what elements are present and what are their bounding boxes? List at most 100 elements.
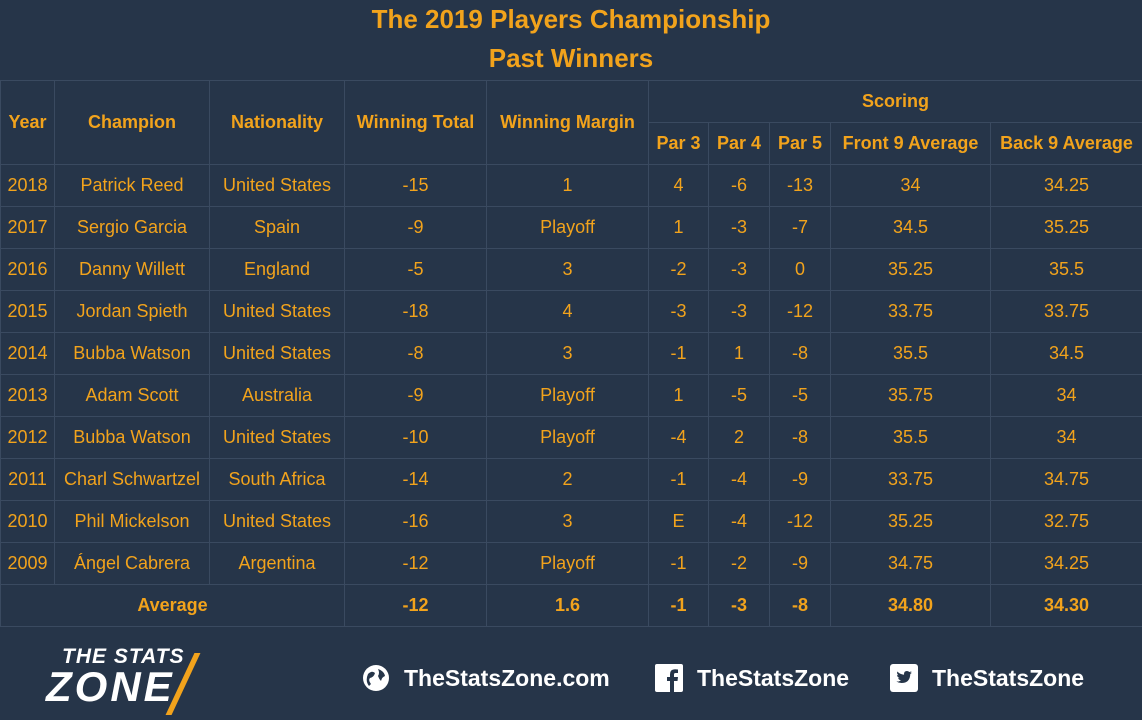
cell-back9: 34: [989, 416, 1142, 459]
cell-champion: Bubba Watson: [54, 332, 210, 375]
cell-margin: Playoff: [486, 416, 649, 459]
twitter-link[interactable]: TheStatsZone: [890, 663, 1084, 693]
cell-year: 2015: [0, 290, 55, 333]
cell-par5: -12: [769, 290, 831, 333]
header-par5: Par 5: [769, 122, 831, 165]
cell-nationality: United States: [209, 500, 345, 543]
cell-margin: Playoff: [486, 374, 649, 417]
cell-nationality: Australia: [209, 374, 345, 417]
header-nationality: Nationality: [209, 80, 345, 165]
header-year: Year: [0, 80, 55, 165]
cell-back9: 32.75: [989, 500, 1142, 543]
cell-nationality: United States: [209, 164, 345, 207]
cell-margin: Playoff: [486, 542, 649, 585]
cell-back9: 34.25: [989, 542, 1142, 585]
cell-year: 2011: [0, 458, 55, 501]
cell-front9: 34: [830, 164, 991, 207]
cell-front9: 35.5: [830, 416, 991, 459]
website-text: TheStatsZone.com: [404, 664, 610, 691]
winners-table: Year Champion Nationality Winning Total …: [0, 80, 1142, 627]
average-label: Average: [0, 584, 345, 627]
cell-par4: -3: [708, 290, 770, 333]
facebook-link[interactable]: TheStatsZone: [655, 663, 849, 693]
cell-par5: -13: [769, 164, 831, 207]
table-row: 2014 Bubba Watson United States -8 3 -1 1 -8 35.…: [0, 332, 1142, 375]
cell-champion: Bubba Watson: [54, 416, 210, 459]
cell-par5: -5: [769, 374, 831, 417]
cell-total: -15: [344, 164, 487, 207]
table-row: 2011 Charl Schwartzel South Africa -14 2 -1 -4…: [0, 458, 1142, 501]
cell-margin: 3: [486, 500, 649, 543]
cell-nationality: United States: [209, 290, 345, 333]
table-row: 2018 Patrick Reed United States -15 1 4 -6 -13 3…: [0, 164, 1142, 207]
cell-total: -16: [344, 500, 487, 543]
cell-nationality: England: [209, 248, 345, 291]
cell-nationality: South Africa: [209, 458, 345, 501]
cell-margin: 3: [486, 332, 649, 375]
cell-margin: 2: [486, 458, 649, 501]
average-back9: 34.30: [989, 584, 1142, 627]
cell-year: 2018: [0, 164, 55, 207]
average-row: Average -12 1.6 -1 -3 -8 34.80 34.30: [0, 584, 1142, 627]
title-line-1: The 2019 Players Championship: [371, 4, 771, 34]
average-margin: 1.6: [486, 584, 649, 627]
cell-par4: -2: [708, 542, 770, 585]
cell-par3: 1: [648, 206, 709, 249]
table-row: 2012 Bubba Watson United States -10 Playoff -…: [0, 416, 1142, 459]
cell-nationality: United States: [209, 332, 345, 375]
average-total: -12: [344, 584, 487, 627]
cell-par5: -12: [769, 500, 831, 543]
cell-back9: 34: [989, 374, 1142, 417]
website-link[interactable]: TheStatsZone.com: [362, 663, 610, 693]
table-row: 2017 Sergio Garcia Spain -9 Playoff 1 -3 -7 34.5…: [0, 206, 1142, 249]
cell-champion: Phil Mickelson: [54, 500, 210, 543]
cell-par3: 4: [648, 164, 709, 207]
cell-par4: 1: [708, 332, 770, 375]
cell-year: 2013: [0, 374, 55, 417]
table-row: 2015 Jordan Spieth United States -18 4 -3 -3 -1…: [0, 290, 1142, 333]
cell-par3: -2: [648, 248, 709, 291]
header-winning-total: Winning Total: [344, 80, 487, 165]
cell-par3: -1: [648, 458, 709, 501]
cell-par3: -3: [648, 290, 709, 333]
cell-nationality: Argentina: [209, 542, 345, 585]
cell-margin: 1: [486, 164, 649, 207]
header-par3: Par 3: [648, 122, 709, 165]
cell-front9: 35.25: [830, 248, 991, 291]
cell-par4: -4: [708, 500, 770, 543]
cell-par5: 0: [769, 248, 831, 291]
cell-par4: -3: [708, 248, 770, 291]
average-par3: -1: [648, 584, 709, 627]
cell-champion: Patrick Reed: [54, 164, 210, 207]
facebook-icon: [655, 664, 683, 692]
cell-front9: 33.75: [830, 458, 991, 501]
footer: THE STATS ZONE TheStatsZone.com TheStats…: [0, 625, 1142, 720]
stats-zone-logo: THE STATS ZONE: [40, 645, 250, 715]
cell-year: 2016: [0, 248, 55, 291]
cell-back9: 34.5: [989, 332, 1142, 375]
table-row: 2010 Phil Mickelson United States -16 3 E -4 -1…: [0, 500, 1142, 543]
cell-year: 2009: [0, 542, 55, 585]
logo-line-1: THE STATS: [62, 645, 185, 668]
cell-margin: 3: [486, 248, 649, 291]
cell-front9: 35.5: [830, 332, 991, 375]
title-line-2: Past Winners: [488, 43, 654, 73]
cell-year: 2017: [0, 206, 55, 249]
cell-par5: -9: [769, 458, 831, 501]
cell-champion: Jordan Spieth: [54, 290, 210, 333]
cell-front9: 35.75: [830, 374, 991, 417]
header-front9: Front 9 Average: [830, 122, 991, 165]
table-row: 2016 Danny Willett England -5 3 -2 -3 0 35.25 35.…: [0, 248, 1142, 291]
cell-back9: 34.25: [989, 164, 1142, 207]
cell-par5: -9: [769, 542, 831, 585]
cell-par5: -8: [769, 416, 831, 459]
globe-icon: [362, 664, 390, 692]
cell-margin: 4: [486, 290, 649, 333]
cell-par3: -1: [648, 332, 709, 375]
cell-champion: Charl Schwartzel: [54, 458, 210, 501]
logo-line-2: ZONE: [46, 663, 175, 710]
cell-total: -12: [344, 542, 487, 585]
cell-par4: 2: [708, 416, 770, 459]
cell-margin: Playoff: [486, 206, 649, 249]
cell-total: -9: [344, 206, 487, 249]
